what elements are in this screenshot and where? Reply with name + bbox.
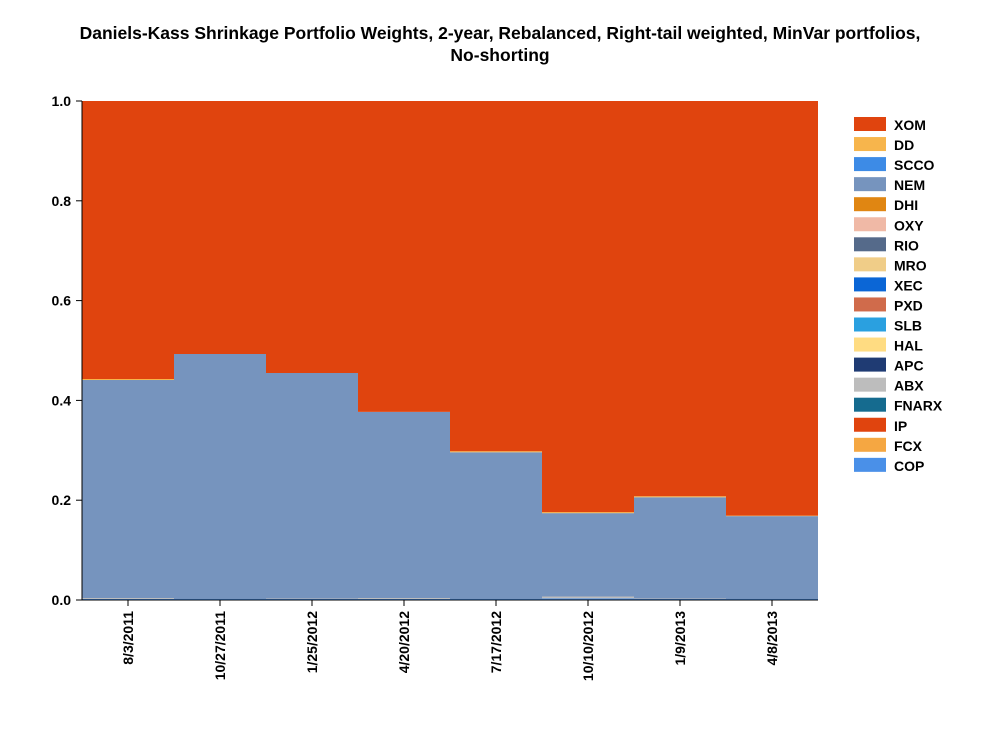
legend-item-nem: NEM	[854, 177, 925, 193]
legend-label: OXY	[894, 217, 924, 233]
legend-label: FCX	[894, 438, 923, 454]
legend-label: PXD	[894, 297, 923, 313]
legend-swatch	[854, 397, 886, 412]
legend-item-oxy: OXY	[854, 217, 924, 233]
legend-item-apc: APC	[854, 357, 924, 374]
legend-label: SLB	[894, 318, 922, 334]
area-series-nem	[82, 353, 818, 600]
legend-item-rio: RIO	[854, 237, 919, 253]
legend-item-abx: ABX	[854, 377, 924, 394]
legend-label: DHI	[894, 197, 918, 213]
legend-swatch	[854, 257, 886, 272]
x-tick-label: 8/3/2011	[120, 611, 136, 665]
legend-label: HAL	[894, 338, 923, 354]
legend-item-mro: MRO	[854, 257, 927, 273]
legend-item-xec: XEC	[854, 277, 923, 293]
legend-swatch	[854, 297, 886, 312]
legend-label: FNARX	[894, 398, 943, 414]
x-axis: 8/3/2011 10/27/2011 1/25/2012 4/20/2012 7/17…	[82, 599, 818, 681]
y-tick-label: 0.0	[52, 592, 72, 608]
legend-item-xom: XOM	[854, 117, 926, 133]
x-tick-label: 10/10/2012	[580, 611, 596, 681]
legend-swatch	[854, 177, 886, 192]
legend-swatch	[854, 197, 886, 212]
legend-item-fcx: FCX	[854, 437, 923, 454]
legend-swatch	[854, 317, 886, 332]
x-tick-label: 4/8/2013	[764, 611, 780, 666]
x-tick-label: 10/27/2011	[212, 611, 228, 681]
plot-area	[82, 101, 818, 600]
legend-label: ABX	[894, 378, 924, 394]
legend-item-pxd: PXD	[854, 297, 923, 313]
legend-label: NEM	[894, 177, 925, 193]
x-tick-label: 1/9/2013	[672, 611, 688, 666]
legend-item-dhi: DHI	[854, 197, 918, 213]
legend-swatch	[854, 137, 886, 152]
legend-item-dd: DD	[854, 137, 914, 153]
y-tick-label: 1.0	[52, 93, 72, 109]
legend-swatch	[854, 217, 886, 232]
x-tick-label: 1/25/2012	[304, 611, 320, 673]
area-series-xom	[82, 101, 818, 516]
legend-swatch	[854, 157, 886, 172]
x-tick-label: 4/20/2012	[396, 611, 412, 673]
y-tick-label: 0.4	[52, 392, 72, 408]
legend-swatch	[854, 457, 886, 472]
legend-item-slb: SLB	[854, 317, 922, 334]
legend-item-ip: IP	[854, 417, 907, 434]
legend-label: DD	[894, 137, 914, 153]
legend-swatch	[854, 357, 886, 372]
legend-label: IP	[894, 418, 907, 434]
y-tick-label: 0.2	[52, 492, 72, 508]
legend-label: SCCO	[894, 157, 935, 173]
legend-label: APC	[894, 358, 924, 374]
legend-swatch	[854, 437, 886, 452]
y-axis: 0.0 0.2 0.4 0.6 0.8 1.0	[52, 93, 83, 608]
legend-swatch	[854, 377, 886, 392]
legend-swatch	[854, 417, 886, 432]
legend-item-scco: SCCO	[854, 157, 935, 173]
chart-title: Daniels-Kass Shrinkage Portfolio Weights…	[0, 22, 1000, 66]
legend-label: XEC	[894, 277, 923, 293]
legend-label: XOM	[894, 117, 926, 133]
y-tick-label: 0.6	[52, 293, 72, 309]
legend-item-fnarx: FNARX	[854, 397, 943, 414]
legend-label: COP	[894, 458, 924, 474]
legend-swatch	[854, 237, 886, 252]
x-tick-label: 7/17/2012	[488, 611, 504, 673]
legend-label: RIO	[894, 237, 919, 253]
legend-label: MRO	[894, 257, 927, 273]
legend-item-cop: COP	[854, 457, 924, 474]
legend-item-hal: HAL	[854, 337, 923, 354]
chart-title-line-2: No-shorting	[450, 45, 550, 65]
chart-title-line-1: Daniels-Kass Shrinkage Portfolio Weights…	[79, 23, 921, 43]
y-tick-label: 0.8	[52, 193, 72, 209]
legend-swatch	[854, 337, 886, 352]
legend: XOM DD SCCO NEM DHI OXY RIO MRO XEC PXD SLB HAL APC A…	[854, 117, 943, 474]
legend-swatch	[854, 117, 886, 131]
legend-swatch	[854, 277, 886, 292]
